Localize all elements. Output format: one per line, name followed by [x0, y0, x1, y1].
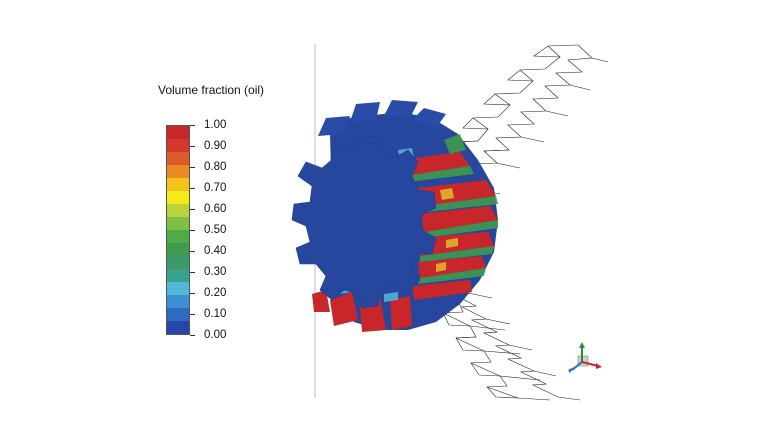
color-scale-tick-mark	[190, 251, 195, 252]
color-scale-tick-mark	[190, 167, 195, 168]
color-scale-segment	[167, 243, 189, 256]
color-scale-tick-label: 1.00	[204, 119, 227, 131]
color-scale-bar	[166, 125, 190, 335]
color-scale-tick-mark	[190, 188, 195, 189]
color-scale-segment	[167, 139, 189, 152]
color-scale-segment	[167, 269, 189, 282]
color-scale-segment	[167, 204, 189, 217]
color-scale-segment	[167, 217, 189, 230]
color-scale-tick-label: 0.10	[204, 308, 227, 320]
color-scale-tick-label: 0.40	[204, 245, 227, 257]
color-scale-tick-label: 0.80	[204, 161, 227, 173]
color-scale-segment	[167, 126, 189, 139]
color-scale-segment	[167, 295, 189, 308]
color-scale-segment	[167, 165, 189, 178]
color-scale-segment	[167, 152, 189, 165]
color-scale-segment	[167, 282, 189, 295]
color-scale-tick-mark	[190, 335, 195, 336]
color-scale-segment	[167, 178, 189, 191]
color-scale-segment	[167, 321, 189, 334]
gear-front-face	[291, 135, 437, 309]
color-scale-segment	[167, 230, 189, 243]
color-scale-tick-mark	[190, 230, 195, 231]
color-scale-tick-label: 0.00	[204, 329, 227, 341]
color-scale-tick-label: 0.60	[204, 203, 227, 215]
color-scale-tick-label: 0.30	[204, 266, 227, 278]
color-scale-tick-mark	[190, 125, 195, 126]
axis-triad-icon	[568, 342, 602, 373]
color-scale-tick-label: 0.70	[204, 182, 227, 194]
color-scale-segment	[167, 256, 189, 269]
color-scale-tick-mark	[190, 272, 195, 273]
color-scale-tick-mark	[190, 314, 195, 315]
color-scale-tick-mark	[190, 209, 195, 210]
color-scale-tick-mark	[190, 293, 195, 294]
color-scale-tick-mark	[190, 146, 195, 147]
color-scale-segment	[167, 191, 189, 204]
color-scale-segment	[167, 308, 189, 321]
color-scale-tick-label: 0.90	[204, 140, 227, 152]
legend-title: Volume fraction (oil)	[158, 83, 265, 97]
color-scale-tick-label: 0.20	[204, 287, 227, 299]
color-scale-tick-label: 0.50	[204, 224, 227, 236]
